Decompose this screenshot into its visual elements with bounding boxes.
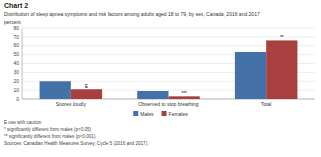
subtitle: Distribution of sleep apnea symptoms and… <box>4 11 260 17</box>
footnote: Sources: Canadian Health Measures Survey… <box>4 141 148 146</box>
legend-swatch <box>162 111 167 116</box>
y-tick-label: 40 <box>13 60 19 66</box>
background <box>0 0 321 157</box>
y-tick-label: 30 <box>13 69 19 75</box>
y-axis-line <box>22 28 23 99</box>
bar <box>235 52 266 99</box>
annotation: E <box>85 84 88 89</box>
y-tick-label: 50 <box>13 51 19 57</box>
y-tick-label: 20 <box>13 78 19 84</box>
annotation: *** <box>181 91 187 96</box>
bar <box>169 96 200 99</box>
legend-label: Males <box>140 111 154 117</box>
annotation: ** <box>280 35 284 40</box>
grid <box>22 28 315 99</box>
footnote: ** significantly different from males (p… <box>4 134 96 139</box>
legend: Males Females <box>133 111 188 117</box>
grid-line <box>22 28 315 29</box>
footnote: E use with caution <box>4 120 42 125</box>
grid-line <box>22 36 315 37</box>
chart: Chart 2 Distribution of sleep apnea sympt… <box>0 0 321 157</box>
legend-swatch <box>133 111 138 116</box>
y-tick-label: 70 <box>13 34 19 40</box>
y-tick-label: 10 <box>13 87 19 93</box>
legend-label: Females <box>169 111 189 117</box>
x-tick-label: Snores loudly <box>56 101 87 107</box>
footnote: * significantly different from males (p<… <box>4 127 92 132</box>
x-tick-label: Total <box>261 101 272 107</box>
title: Chart 2 <box>4 2 28 9</box>
bar <box>266 40 297 99</box>
annotations: E***** <box>85 35 284 96</box>
x-tick-label: Observed to stop breathing <box>138 101 199 107</box>
bar <box>137 91 168 99</box>
y-axis-label: percent <box>4 19 21 25</box>
y-tick-label: 0 <box>16 96 19 102</box>
bar <box>71 89 102 99</box>
bar <box>40 81 71 99</box>
y-tick-label: 80 <box>13 25 19 31</box>
bars <box>40 40 298 99</box>
y-tick-label: 60 <box>13 42 19 48</box>
